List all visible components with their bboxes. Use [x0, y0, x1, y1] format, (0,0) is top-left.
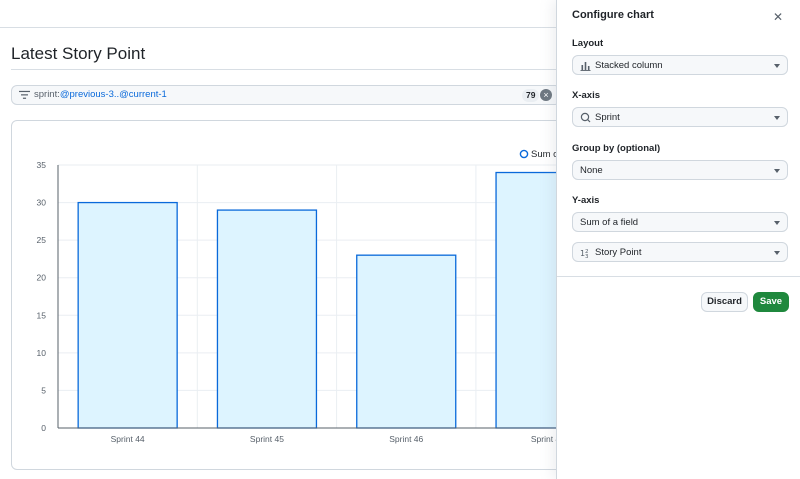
- chevron-down-icon: [774, 221, 780, 225]
- filter-icon: [19, 90, 30, 99]
- x-tick-label: Sprint 44: [111, 434, 145, 444]
- save-button[interactable]: Save: [753, 292, 789, 312]
- y-axis-aggregate-value: Sum of a field: [580, 217, 639, 228]
- iteration-icon: [580, 112, 591, 123]
- y-axis-field-select[interactable]: 1 2 3 Story Point: [572, 242, 788, 262]
- group-by-value: None: [580, 165, 603, 176]
- bar-chart-icon: [580, 62, 591, 71]
- layout-label: Layout: [572, 38, 604, 49]
- chevron-down-icon: [774, 169, 780, 173]
- layout-value: Stacked column: [595, 60, 663, 71]
- y-tick-label: 30: [37, 198, 47, 208]
- svg-text:1: 1: [580, 249, 585, 258]
- number-icon: 1 2 3: [580, 249, 589, 258]
- x-axis-select[interactable]: Sprint: [572, 107, 788, 127]
- chart-axes: 0 5 10 15 20 25 30 35 Sprint 44 Sprint 45 Sprint 4…: [37, 160, 578, 444]
- x-axis-value: Sprint: [595, 112, 620, 123]
- bar: [77, 201, 178, 429]
- panel-divider: [557, 276, 800, 277]
- filter-query: sprint:@previous-3..@current-1: [34, 89, 167, 100]
- clear-icon[interactable]: ×: [540, 89, 552, 101]
- title-divider: [11, 69, 556, 70]
- group-by-label: Group by (optional): [572, 143, 661, 154]
- y-tick-label: 5: [41, 385, 46, 395]
- y-axis-label: Y-axis: [572, 195, 600, 206]
- x-tick-label: Sprint 45: [250, 434, 284, 444]
- legend-marker: [519, 149, 529, 159]
- y-tick-label: 10: [37, 348, 47, 358]
- y-axis-aggregate-select[interactable]: Sum of a field: [572, 212, 788, 232]
- x-tick-label: Sprint 4: [531, 434, 561, 444]
- chevron-down-icon: [774, 251, 780, 255]
- y-tick-label: 25: [37, 235, 47, 245]
- x-tick-label: Sprint 46: [389, 434, 423, 444]
- result-count-badge: 79: [522, 89, 540, 102]
- bar: [356, 254, 457, 429]
- group-by-select[interactable]: None: [572, 160, 788, 180]
- x-axis-label: X-axis: [572, 90, 600, 101]
- filter-input[interactable]: sprint:@previous-3..@current-1 79 ×: [11, 85, 561, 105]
- panel-title: Configure chart: [572, 9, 654, 21]
- bar: [216, 209, 318, 429]
- chart-legend[interactable]: Sum o: [519, 149, 558, 160]
- page-title: Latest Story Point: [11, 44, 146, 63]
- y-axis-field-value: Story Point: [595, 247, 642, 258]
- discard-button[interactable]: Discard: [701, 292, 748, 312]
- y-tick-label: 35: [37, 160, 47, 170]
- layout-select[interactable]: Stacked column: [572, 55, 788, 75]
- filter-value: @previous-3..@current-1: [59, 89, 167, 100]
- y-tick-label: 15: [37, 310, 47, 320]
- svg-text:2: 2: [585, 249, 589, 255]
- chevron-down-icon: [774, 64, 780, 68]
- y-tick-label: 0: [41, 423, 46, 433]
- svg-text:3: 3: [585, 254, 589, 258]
- chevron-down-icon: [774, 116, 780, 120]
- y-tick-label: 20: [37, 273, 47, 283]
- legend-label: Sum o: [531, 149, 558, 160]
- close-icon[interactable]: ✕: [772, 10, 784, 24]
- filter-key: sprint:: [34, 89, 60, 100]
- configure-chart-panel: Configure chart ✕ Layout Stacked column …: [556, 0, 800, 479]
